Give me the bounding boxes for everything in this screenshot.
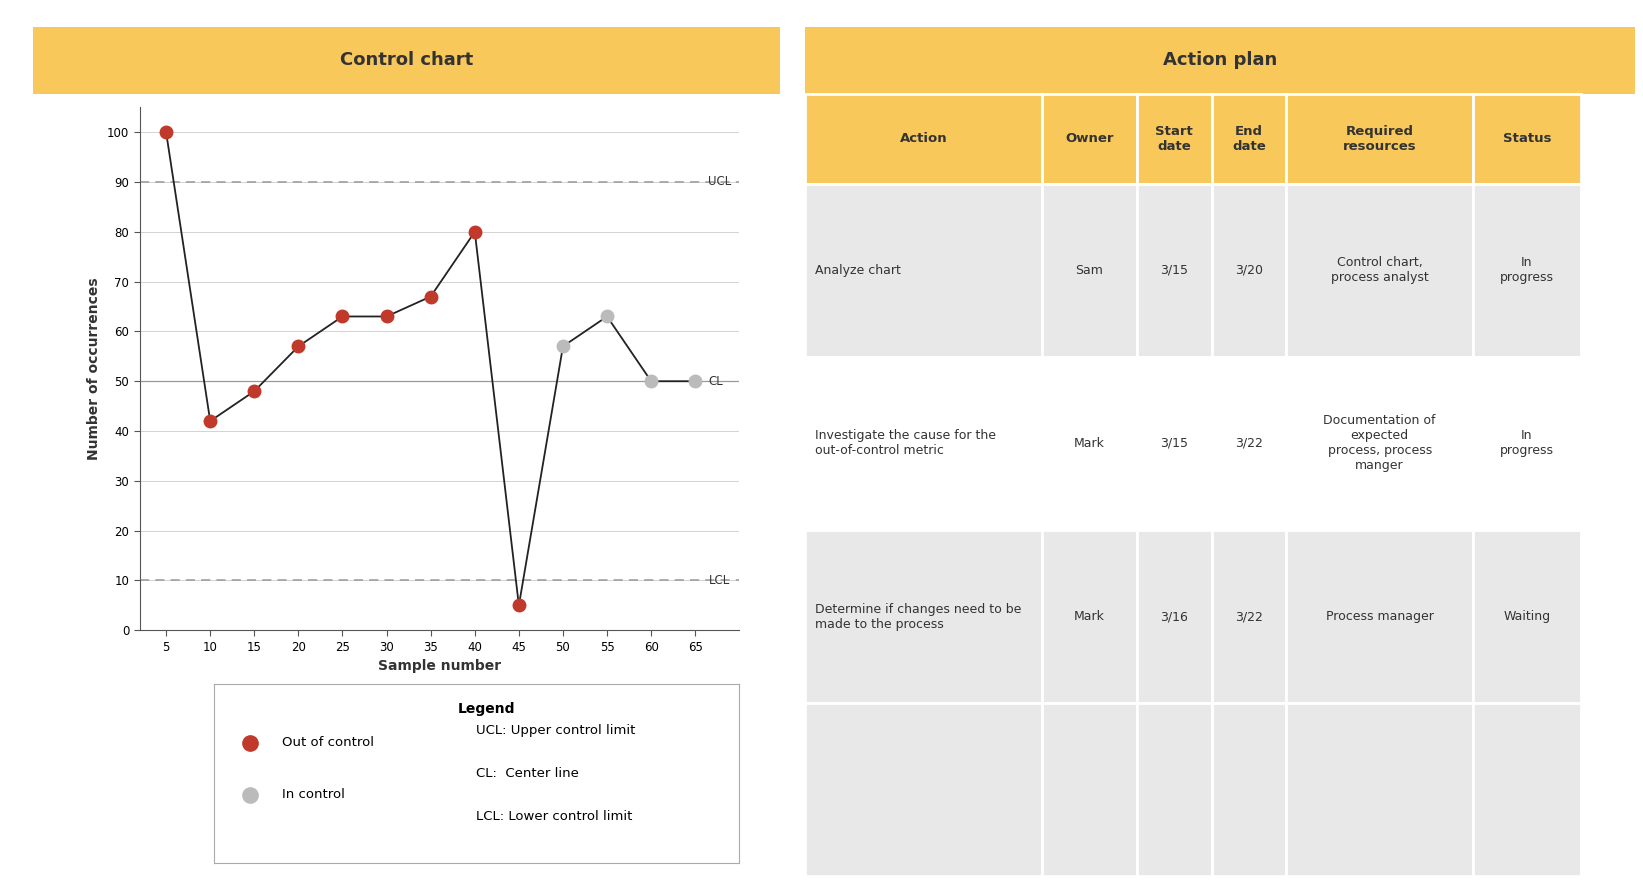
Text: UCL: Upper control limit: UCL: Upper control limit xyxy=(476,724,636,737)
FancyBboxPatch shape xyxy=(1474,357,1581,530)
FancyBboxPatch shape xyxy=(1042,184,1137,357)
Text: 3/15: 3/15 xyxy=(1160,437,1188,450)
FancyBboxPatch shape xyxy=(1474,703,1581,876)
Text: Legend: Legend xyxy=(458,702,516,716)
FancyBboxPatch shape xyxy=(1137,357,1211,530)
FancyBboxPatch shape xyxy=(1286,94,1474,184)
FancyBboxPatch shape xyxy=(1474,184,1581,357)
FancyBboxPatch shape xyxy=(805,94,1042,184)
Text: 3/20: 3/20 xyxy=(1236,264,1263,277)
Text: In
progress: In progress xyxy=(1500,429,1554,458)
FancyBboxPatch shape xyxy=(1286,184,1474,357)
FancyBboxPatch shape xyxy=(1042,703,1137,876)
FancyBboxPatch shape xyxy=(1211,530,1286,703)
Text: In control: In control xyxy=(283,789,345,801)
Text: Sam: Sam xyxy=(1075,264,1102,277)
Text: UCL: UCL xyxy=(708,175,731,189)
Text: Control chart: Control chart xyxy=(340,51,473,70)
Y-axis label: Number of occurrences: Number of occurrences xyxy=(87,277,102,460)
Text: End
date: End date xyxy=(1232,125,1265,153)
Text: Out of control: Out of control xyxy=(283,737,375,749)
Text: CL: CL xyxy=(708,375,723,388)
FancyBboxPatch shape xyxy=(1137,530,1211,703)
Text: Action: Action xyxy=(899,132,946,146)
FancyBboxPatch shape xyxy=(1286,703,1474,876)
Text: Analyze chart: Analyze chart xyxy=(815,264,900,277)
FancyBboxPatch shape xyxy=(1137,184,1211,357)
Text: Documentation of
expected
process, process
manger: Documentation of expected process, proce… xyxy=(1323,415,1436,472)
FancyBboxPatch shape xyxy=(805,184,1042,357)
Text: Waiting: Waiting xyxy=(1503,610,1551,623)
Text: Start
date: Start date xyxy=(1155,125,1193,153)
FancyBboxPatch shape xyxy=(805,357,1042,530)
Text: Process manager: Process manager xyxy=(1326,610,1434,623)
FancyBboxPatch shape xyxy=(1137,703,1211,876)
Text: Owner: Owner xyxy=(1065,132,1114,146)
Text: Mark: Mark xyxy=(1075,437,1104,450)
Text: Control chart,
process analyst: Control chart, process analyst xyxy=(1331,257,1428,284)
FancyBboxPatch shape xyxy=(1474,530,1581,703)
Text: Status: Status xyxy=(1503,132,1551,146)
FancyBboxPatch shape xyxy=(1042,357,1137,530)
Text: Mark: Mark xyxy=(1075,610,1104,623)
Text: 3/22: 3/22 xyxy=(1236,610,1263,623)
FancyBboxPatch shape xyxy=(1137,94,1211,184)
Text: 3/22: 3/22 xyxy=(1236,437,1263,450)
FancyBboxPatch shape xyxy=(1211,184,1286,357)
Text: CL:  Center line: CL: Center line xyxy=(476,767,580,780)
FancyBboxPatch shape xyxy=(1474,94,1581,184)
Text: 3/16: 3/16 xyxy=(1160,610,1188,623)
Text: Determine if changes need to be
made to the process: Determine if changes need to be made to … xyxy=(815,603,1022,630)
Text: Investigate the cause for the
out-of-control metric: Investigate the cause for the out-of-con… xyxy=(815,429,996,458)
FancyBboxPatch shape xyxy=(1042,530,1137,703)
Text: LCL: Lower control limit: LCL: Lower control limit xyxy=(476,810,633,822)
FancyBboxPatch shape xyxy=(1211,357,1286,530)
FancyBboxPatch shape xyxy=(1286,357,1474,530)
FancyBboxPatch shape xyxy=(1286,530,1474,703)
FancyBboxPatch shape xyxy=(1211,94,1286,184)
FancyBboxPatch shape xyxy=(1211,703,1286,876)
Text: In
progress: In progress xyxy=(1500,257,1554,284)
X-axis label: Sample number: Sample number xyxy=(378,659,501,673)
FancyBboxPatch shape xyxy=(805,703,1042,876)
FancyBboxPatch shape xyxy=(1042,94,1137,184)
Text: Action plan: Action plan xyxy=(1163,51,1277,70)
Text: 3/15: 3/15 xyxy=(1160,264,1188,277)
Text: Required
resources: Required resources xyxy=(1342,125,1416,153)
FancyBboxPatch shape xyxy=(805,530,1042,703)
Text: LCL: LCL xyxy=(708,574,729,587)
